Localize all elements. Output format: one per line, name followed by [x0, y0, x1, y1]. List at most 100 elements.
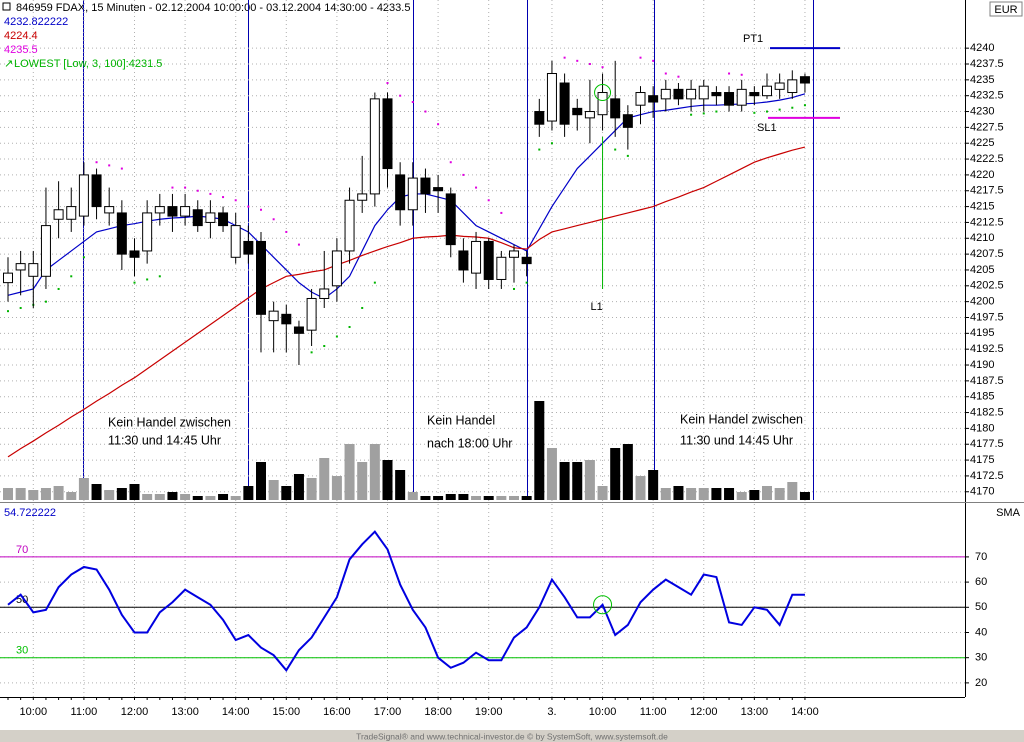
x-tick-label: 11:00 [71, 706, 98, 718]
indicator-dot [424, 110, 427, 113]
candle-body [192, 209, 203, 227]
y-tick-label: 30 [975, 652, 987, 664]
volume-bar [268, 480, 279, 500]
candle-body [458, 250, 469, 271]
volume-bar [597, 486, 608, 500]
y-tick-label: 4177.5 [970, 438, 1004, 450]
y-tick-label: 4190 [970, 359, 994, 371]
x-tick-label: 12:00 [690, 706, 718, 718]
legend-entry: 4224.4 [4, 30, 38, 42]
volume-bar [180, 494, 191, 500]
indicator-dot [690, 113, 693, 116]
y-tick-label: 4215 [970, 200, 994, 212]
candle-body [660, 88, 671, 100]
chart-icon [2, 2, 11, 11]
volume-bar [458, 494, 469, 500]
indicator-dot [728, 72, 731, 75]
candle-body [167, 206, 178, 217]
volume-bar [635, 476, 646, 500]
volume-bar [256, 462, 266, 500]
indicator-dot [803, 104, 806, 107]
volume-bar [344, 444, 355, 500]
y-tick-label: 60 [975, 576, 987, 588]
indicator-dot [7, 310, 9, 313]
y-tick-label: 4175 [970, 454, 994, 466]
candle-body [369, 98, 380, 195]
candle-body [395, 174, 406, 211]
indicator-name: SMA [996, 507, 1021, 519]
candle-body [129, 250, 140, 258]
candle-body [357, 193, 368, 201]
level-label: PT1 [743, 33, 763, 45]
volume-bar [218, 494, 229, 500]
indicator-dot [108, 164, 111, 167]
volume-bar [319, 458, 330, 500]
indicator-dot [626, 154, 629, 157]
candle-body [407, 177, 418, 211]
candle-body [268, 310, 279, 322]
rsi-line [7, 530, 805, 672]
candle-body [40, 225, 51, 277]
indicator-dot [158, 275, 161, 278]
x-tick-label: 11:00 [640, 706, 667, 718]
candle-body [66, 206, 77, 220]
volume-bar [205, 496, 216, 500]
volume-bar [154, 494, 165, 500]
indicator-dot [563, 56, 566, 59]
y-tick-label: 4230 [970, 105, 994, 117]
annotation: nach 18:00 Uhr [427, 436, 512, 450]
indicator-dot [525, 281, 528, 284]
y-tick-label: 4232.5 [970, 90, 1004, 102]
candle-body [648, 95, 659, 103]
y-tick-label: 50 [975, 601, 987, 613]
indicator-dot [538, 148, 541, 151]
volume-bar [129, 484, 140, 500]
candle-body [736, 88, 747, 106]
y-tick-label: 4220 [970, 169, 994, 181]
indicator-dot [19, 306, 22, 309]
volume-bar [559, 462, 570, 500]
level-label: SL1 [757, 122, 777, 134]
annotation: Kein Handel [427, 413, 495, 427]
indicator-dot [614, 148, 617, 151]
volume-bar [534, 401, 545, 500]
candle-body [433, 187, 444, 192]
indicator-dot [411, 101, 414, 104]
x-tick-label: 13:00 [741, 706, 769, 718]
volume-bar [686, 488, 697, 500]
candle-body [420, 177, 431, 195]
annotation: Kein Handel zwischen [680, 412, 803, 426]
indicator-dot [209, 192, 212, 195]
candle-body [673, 88, 684, 100]
candle-body [711, 92, 722, 97]
indicator-dot [373, 281, 376, 284]
indicator-dot [652, 59, 655, 62]
indicator-dot [500, 211, 503, 214]
candle-body [256, 240, 266, 315]
volume-bar [433, 496, 444, 500]
volume-bar [660, 488, 671, 500]
candle-body [686, 88, 697, 100]
volume-bar [610, 448, 621, 500]
indicator-dot [753, 111, 756, 114]
volume-bar [787, 482, 798, 500]
x-tick-label: 19:00 [475, 706, 503, 718]
y-tick-label: 4202.5 [970, 280, 1004, 292]
candle-body [104, 206, 115, 214]
x-tick-label: 10:00 [589, 706, 617, 718]
y-tick-label: 4170 [970, 486, 994, 498]
indicator-dot [778, 108, 781, 111]
candle-body [521, 256, 532, 265]
indicator-value: 54.722222 [4, 507, 56, 519]
volume-bar [15, 488, 26, 500]
candle-body [142, 212, 153, 252]
indicator-dot [399, 94, 402, 97]
candle-body [78, 174, 89, 217]
candle-body [610, 98, 621, 119]
candle-body [3, 272, 13, 284]
y-tick-label: 4227.5 [970, 121, 1004, 133]
candle-body [787, 79, 798, 94]
candle-body [698, 85, 709, 100]
candle-body [445, 193, 456, 246]
